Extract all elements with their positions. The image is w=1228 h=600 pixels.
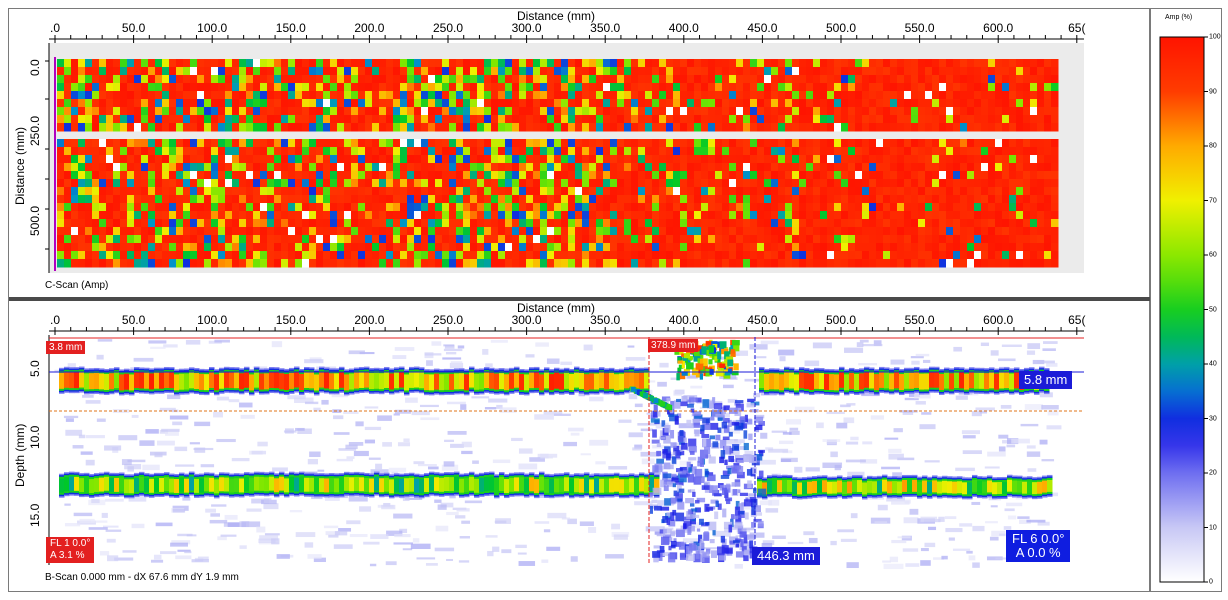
flaw-right-readout: FL 6 0.0° A 0.0 %: [1006, 530, 1071, 562]
bscan-x-tick: 200.0: [354, 313, 385, 327]
cscan-x-tick: 200.0: [354, 21, 385, 35]
bscan-view[interactable]: Distance (mm) .0 50.0 100.0 150.0 200.0 250.0…: [9, 301, 1150, 591]
color-scale-tick-label: 80: [1209, 142, 1217, 150]
flaw-right-line2: A 0.0 %: [1015, 545, 1061, 560]
color-scale-tick-label: 90: [1209, 88, 1217, 95]
color-scale-title: Amp (%): [1165, 14, 1193, 21]
cscan-x-tick: 300.0: [511, 21, 542, 35]
bscan-caption: B-Scan 0.000 mm - dX 67.6 mm dY 1.9 mm: [45, 572, 239, 583]
flaw-left-readout: FL 1 0.0° A 3.1 %: [46, 537, 95, 563]
bscan-x-tick: 400.0: [668, 313, 699, 327]
cscan-x-tick: 450.0: [747, 21, 778, 35]
cscan-view[interactable]: Distance (mm) .0 50.0 100.0 150.0 200.0 250.0…: [9, 9, 1150, 297]
color-scale-tick-label: 0: [1209, 578, 1213, 586]
bscan-x-axis-title: Distance (mm): [517, 301, 596, 315]
bscan-x-tick: 150.0: [275, 313, 306, 327]
bscan-x-tick: 50.0: [121, 313, 146, 327]
cscan-heatmap: [57, 59, 1059, 268]
color-scale-tick-label: 70: [1209, 197, 1217, 204]
bscan-x-tick: 600.0: [983, 313, 1014, 327]
color-scale-panel: [1150, 8, 1222, 592]
bscan-x-tick: 250.0: [432, 313, 464, 327]
view-splitter[interactable]: [9, 297, 1150, 301]
bscan-x-tick: 550.0: [904, 313, 935, 327]
cscan-x-tick: 600.0: [983, 21, 1014, 35]
cscan-x-tick: 150.0: [275, 21, 306, 35]
bscan-x-tick: 300.0: [511, 313, 542, 327]
flaw-left-line1: FL 1 0.0°: [50, 538, 91, 549]
cscan-x-tick: .0: [49, 21, 61, 35]
color-scale-tick-label: 10: [1209, 524, 1217, 531]
flaw-right-line1: FL 6 0.0°: [1012, 531, 1065, 546]
cscan-image[interactable]: [9, 9, 1150, 297]
depth-reference-label: 5.8 mm: [1019, 371, 1073, 389]
bscan-x-tick: .0: [49, 313, 61, 327]
bscan-x-tick: 450.0: [747, 313, 778, 327]
cscan-x-tick: 400.0: [668, 21, 699, 35]
color-scale-tick-label: 30: [1209, 415, 1217, 422]
cscan-x-axis-title: Distance (mm): [517, 9, 596, 23]
bscan-x-tick: 100.0: [197, 313, 228, 327]
depth-cursor-label: 3.8 mm: [46, 341, 86, 354]
cscan-x-tick: 250.0: [432, 21, 464, 35]
cscan-caption: C-Scan (Amp): [45, 280, 109, 291]
x-cursor-label: 378.9 mm: [648, 339, 699, 352]
cscan-x-tick: 50.0: [121, 21, 146, 35]
cscan-x-tick: 350.0: [590, 21, 621, 35]
cscan-x-tick: 500.0: [825, 21, 857, 35]
bscan-x-tick: 350.0: [590, 313, 621, 327]
cscan-x-tick: 100.0: [197, 21, 228, 35]
bscan-x-tick: 500.0: [825, 313, 857, 327]
color-scale-tick-label: 20: [1209, 469, 1217, 477]
color-scale-tick-label: 60: [1209, 251, 1217, 259]
color-scale-tick-label: 50: [1209, 306, 1217, 313]
x-reference-label: 446.3 mm: [752, 547, 820, 565]
cscan-x-tick: 65(: [1068, 21, 1086, 35]
color-scale-tick-label: 100: [1209, 33, 1221, 41]
cscan-x-tick: 550.0: [904, 21, 935, 35]
bscan-x-tick: 65(: [1068, 313, 1086, 327]
flaw-left-line2: A 3.1 %: [50, 550, 85, 561]
color-scale-tick-label: 40: [1209, 360, 1217, 368]
bscan-image[interactable]: [9, 301, 1150, 591]
